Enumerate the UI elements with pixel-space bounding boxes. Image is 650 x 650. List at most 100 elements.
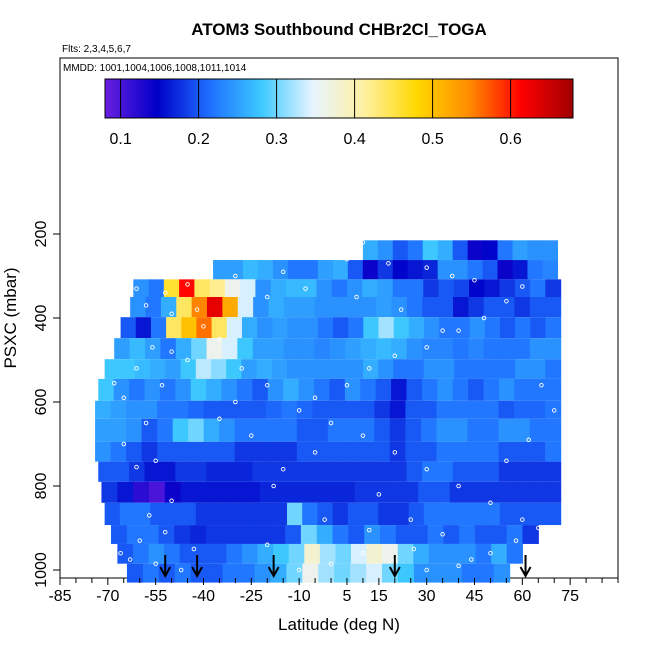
heatmap-cell — [422, 260, 439, 280]
heatmap-cell — [129, 378, 146, 401]
heatmap-cell — [362, 240, 379, 261]
observation-point — [469, 557, 474, 562]
heatmap-cell — [408, 279, 424, 297]
heatmap-cell — [250, 441, 267, 462]
colorbar — [104, 78, 574, 119]
heatmap-cell — [411, 525, 429, 544]
heatmap-cell — [273, 543, 290, 564]
heatmap-cell — [529, 338, 546, 360]
heatmap-cell — [148, 279, 165, 297]
heatmap-cell — [545, 400, 562, 419]
heatmap-cell — [159, 461, 176, 482]
heatmap-cell — [513, 481, 530, 503]
heatmap-cell — [191, 338, 208, 360]
heatmap-cell — [267, 378, 284, 401]
heatmap-cell — [483, 338, 500, 360]
heatmap-cell — [144, 338, 161, 360]
heatmap-cell — [498, 378, 515, 401]
heatmap-cell — [343, 441, 360, 462]
heatmap-cell — [332, 260, 349, 280]
heatmap-cell — [445, 563, 463, 583]
heatmap-cell — [348, 317, 364, 339]
x-axis-label: Latitude (deg N) — [278, 615, 400, 634]
heatmap-cell — [468, 378, 485, 401]
heatmap-cell — [393, 359, 410, 379]
heatmap-cell — [363, 317, 380, 339]
heatmap-cell — [465, 481, 483, 503]
observation-point — [488, 500, 493, 506]
heatmap-cell — [175, 338, 192, 360]
heatmap-cell — [129, 461, 146, 482]
observation-point — [249, 433, 254, 438]
heatmap-cell — [421, 461, 438, 482]
heatmap-cell — [126, 418, 143, 442]
heatmap-cell — [405, 418, 422, 442]
chart-title: ATOM3 Southbound CHBr2Cl_TOGA — [191, 20, 487, 39]
heatmap-cell — [283, 297, 300, 318]
heatmap-cell — [422, 297, 439, 318]
heatmap-cell — [194, 279, 211, 297]
heatmap-cell — [375, 461, 392, 482]
heatmap-cell — [498, 461, 515, 482]
heatmap-cell — [268, 297, 285, 318]
heatmap-cell — [175, 461, 192, 482]
heatmap-cell — [119, 359, 136, 379]
y-tick-label: 400 — [33, 305, 50, 332]
heatmap-cell — [316, 279, 333, 297]
heatmap-cell — [360, 297, 377, 318]
observation-point — [392, 450, 398, 455]
observation-points — [111, 240, 557, 573]
heatmap-cell — [163, 279, 180, 297]
flight-arrow — [191, 555, 203, 579]
x-tick-label: -85 — [48, 588, 71, 605]
heatmap-cell — [133, 481, 150, 503]
observation-point — [456, 483, 461, 489]
heatmap-cell — [528, 481, 546, 503]
heatmap-cell — [452, 338, 469, 360]
x-axis: -85 -70 -55 -40 -25 -10 5 15 30 45 60 75 — [48, 578, 619, 605]
heatmap-cell — [545, 317, 562, 339]
x-tick-label: 30 — [418, 588, 436, 605]
heatmap-cell — [164, 543, 181, 564]
heatmap-cell — [433, 481, 451, 503]
observation-point — [191, 546, 197, 552]
heatmap-cell — [158, 525, 175, 544]
heatmap-cell — [160, 297, 177, 318]
heatmap-cell — [333, 317, 349, 339]
x-tick-label: -70 — [96, 588, 119, 605]
observation-point — [551, 408, 557, 413]
heatmap-cell — [323, 481, 340, 503]
heatmap-cell — [407, 260, 424, 280]
heatmap-cell — [527, 260, 544, 280]
heatmap-cell — [104, 502, 121, 526]
heatmap-cell — [205, 525, 223, 544]
heatmap-cell — [374, 441, 391, 462]
heatmap-cell — [362, 279, 379, 297]
heatmap-cell — [268, 338, 285, 360]
heatmap-cell — [234, 441, 251, 462]
heatmap-cell — [159, 378, 176, 401]
heatmap-cell — [376, 297, 393, 318]
heatmap-cell — [515, 317, 531, 339]
heatmap-cell — [453, 279, 470, 297]
heatmap-cell — [491, 543, 508, 564]
heatmap-cell — [542, 240, 559, 261]
observation-point — [424, 265, 429, 270]
heatmap-cell — [175, 378, 192, 401]
heatmap-cell — [314, 461, 331, 482]
heatmap-cell — [335, 543, 352, 564]
heatmap-cell — [307, 481, 324, 503]
observation-point — [481, 315, 487, 321]
y-axis-label: PSXC (mbar) — [1, 267, 20, 368]
heatmap-cell — [347, 260, 364, 280]
heatmap-cell — [226, 359, 243, 379]
heatmap-cell — [302, 563, 319, 583]
heatmap-cell — [331, 279, 348, 297]
heatmap-cell — [257, 543, 274, 564]
heatmap-cell — [180, 481, 198, 503]
x-tick-label: -55 — [144, 588, 167, 605]
heatmap-cell — [530, 279, 546, 297]
heatmap-cell — [188, 441, 205, 462]
heatmap-cell — [243, 481, 261, 503]
heatmap-cell — [113, 378, 130, 401]
